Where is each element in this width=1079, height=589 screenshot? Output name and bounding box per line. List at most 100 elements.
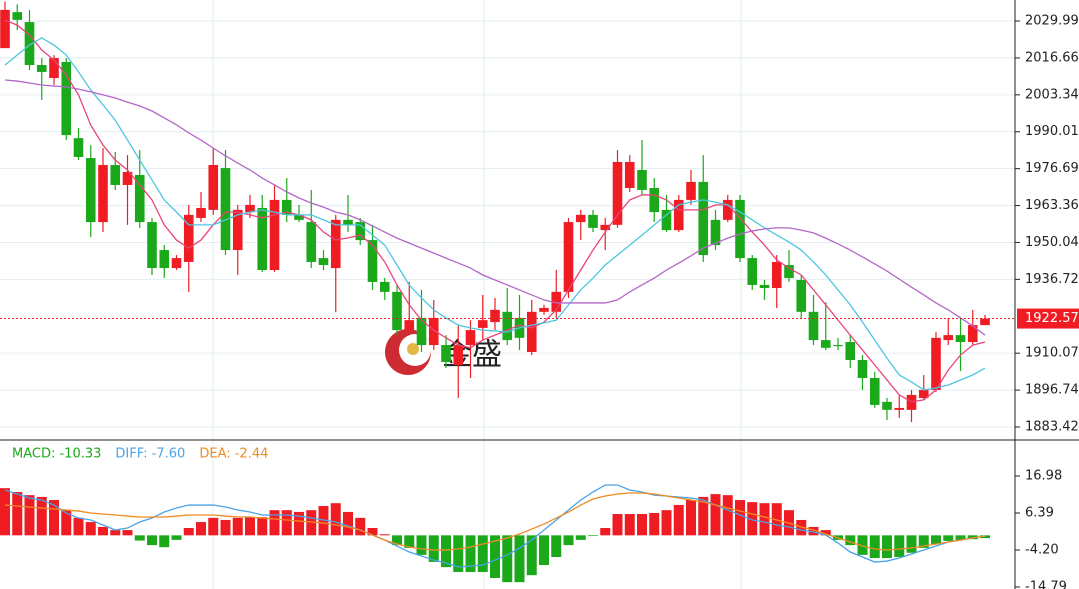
candle-body [159, 250, 170, 269]
candle-body [269, 199, 280, 270]
macd-bar [649, 512, 660, 536]
candle-body [563, 222, 574, 292]
macd-bar [857, 535, 868, 555]
macd-bar [98, 526, 108, 536]
candle-body [477, 320, 488, 328]
macd-bar [330, 503, 341, 536]
macd-bar [612, 514, 623, 536]
candle-body [882, 401, 892, 410]
candle-body [869, 378, 880, 405]
macd-bar [894, 535, 905, 557]
macd-bar [673, 504, 684, 536]
macd-bar [747, 502, 758, 536]
macd-line [4, 492, 986, 551]
macd-bar [918, 535, 929, 548]
macd-bar [735, 500, 745, 536]
candle-body [441, 345, 451, 362]
candle-body [465, 330, 476, 346]
y-tick-label: 2016.66 [1025, 50, 1079, 65]
candle-body [85, 158, 96, 223]
macd-legend-label: MACD: -10.33 [12, 447, 101, 462]
macd-bar [906, 535, 917, 553]
macd-bar [294, 511, 304, 536]
macd-bar [281, 510, 292, 536]
macd-legend-label: DIFF: -7.60 [115, 447, 185, 462]
candle-body [539, 307, 549, 312]
macd-bar [526, 535, 537, 576]
candle-body [61, 61, 72, 136]
macd-bar [245, 517, 255, 536]
macd-bar [600, 527, 611, 536]
candle-body [355, 222, 366, 241]
candle-body [73, 138, 84, 157]
candle-body [134, 174, 145, 223]
candle-body [147, 222, 157, 269]
y-tick-label: 1963.36 [1025, 198, 1079, 213]
candle-body [36, 65, 47, 72]
candle-body [110, 165, 121, 185]
macd-bar [661, 510, 672, 536]
macd-legend-label: DEA: -2.44 [199, 447, 268, 462]
moving-average-line [4, 19, 986, 403]
macd-bar [183, 527, 194, 536]
candle-body [98, 165, 108, 223]
candle-body [367, 240, 378, 282]
candle-body [710, 219, 721, 246]
candle-body [943, 335, 954, 341]
macd-bar [686, 500, 696, 536]
candle-body [833, 345, 843, 347]
candle-body [551, 291, 562, 312]
macd-bar [306, 510, 317, 536]
macd-bar [980, 535, 990, 539]
macd-bar [269, 510, 280, 536]
macd-bar [588, 535, 598, 537]
macd-bar [404, 535, 415, 548]
macd-bar [575, 535, 586, 540]
last-price-box [1017, 308, 1079, 329]
candle-body [208, 165, 219, 210]
y-tick-label: -14.79 [1025, 580, 1067, 589]
candle-body [281, 199, 292, 215]
macd-bar [882, 535, 892, 559]
candle-body [722, 199, 733, 220]
macd-bar [624, 514, 635, 536]
macd-bar [122, 530, 133, 536]
candle-body [490, 309, 500, 323]
y-tick-label: 1976.69 [1025, 161, 1079, 176]
y-tick-label: 1896.74 [1025, 383, 1079, 398]
candle-body [575, 214, 586, 223]
candle-body [955, 335, 966, 343]
candle-body [661, 209, 672, 231]
macd-bar [0, 488, 10, 536]
candle-body [379, 281, 390, 292]
candle-body [318, 258, 329, 266]
candle-body [183, 214, 194, 262]
candle-body [294, 214, 304, 220]
macd-bar [931, 535, 941, 545]
candle-body [171, 258, 182, 269]
macd-bar [379, 534, 390, 536]
moving-average-line [4, 79, 986, 336]
macd-bar [808, 526, 819, 536]
macd-bar [869, 535, 880, 559]
y-tick-label: 1910.07 [1025, 346, 1079, 361]
candle-body [980, 318, 990, 326]
candle-body [404, 320, 415, 331]
y-tick-label: 16.98 [1025, 469, 1062, 484]
macd-bar [208, 517, 219, 536]
macd-bar [24, 495, 35, 536]
candle-body [0, 9, 10, 49]
candle-body [600, 224, 611, 231]
macd-bar [967, 535, 978, 540]
candle-body [24, 22, 35, 66]
candle-body [122, 171, 133, 185]
logo-dot [407, 343, 419, 355]
candle-body [931, 337, 941, 390]
candle-body [257, 207, 268, 270]
macd-bar [257, 517, 268, 536]
macd-bar [551, 535, 562, 557]
candle-body [343, 219, 353, 225]
candle-body [502, 311, 513, 341]
y-tick-label: 2029.99 [1025, 13, 1079, 28]
macd-bar [49, 500, 59, 536]
